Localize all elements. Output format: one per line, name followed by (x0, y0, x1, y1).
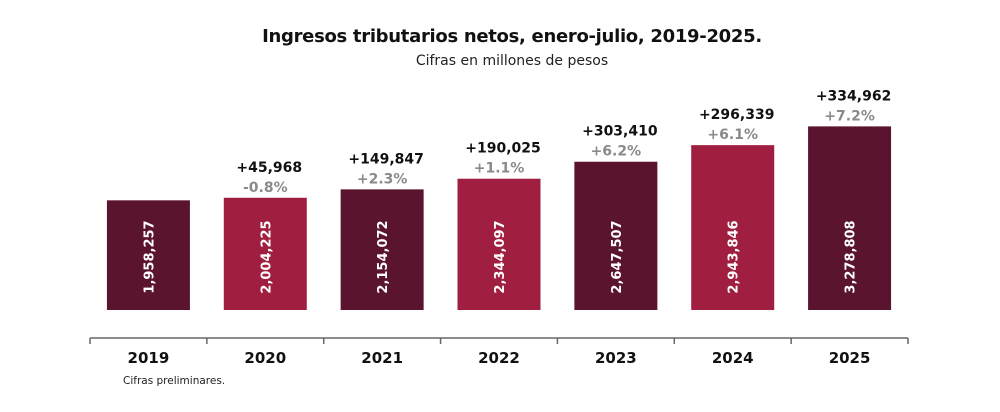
bar (691, 145, 775, 310)
diff-label: +334,962 (816, 88, 892, 104)
bar (574, 161, 658, 310)
chart-title: Ingresos tributarios netos, enero-julio,… (262, 26, 762, 47)
diff-label: +45,968 (236, 160, 302, 176)
pct-change-label: +6.2% (591, 144, 642, 160)
bar-value-label: 1,958,257 (142, 220, 157, 293)
x-tick-label: 2025 (829, 349, 871, 367)
bar-value-label: 2,154,072 (376, 220, 391, 293)
bar-value-label: 3,278,808 (844, 220, 859, 293)
pct-change-label: +2.3% (357, 171, 408, 187)
chart-subtitle: Cifras en millones de pesos (415, 53, 609, 69)
diff-label: +149,847 (348, 151, 424, 167)
bar (106, 200, 190, 310)
x-tick-label: 2023 (595, 349, 637, 367)
bar-value-label: 2,943,846 (727, 220, 742, 293)
pct-change-label: -0.8% (243, 180, 288, 196)
bar (457, 178, 541, 310)
diff-label: +190,025 (465, 141, 541, 157)
diff-label: +296,339 (699, 107, 775, 123)
bar-value-label: 2,004,225 (259, 220, 274, 293)
bar (340, 189, 424, 310)
bar-value-label: 2,344,097 (493, 220, 508, 293)
bar (808, 126, 892, 310)
bar (223, 197, 307, 310)
pct-change-label: +7.2% (824, 108, 875, 124)
diff-label: +303,410 (582, 124, 658, 140)
x-tick-label: 2021 (361, 349, 403, 367)
pct-change-label: +1.1% (474, 161, 525, 177)
footnote: Cifras preliminares. (123, 375, 226, 387)
pct-change-label: +6.1% (707, 127, 758, 143)
x-tick-label: 2022 (478, 349, 520, 367)
x-tick-label: 2019 (128, 349, 170, 367)
x-tick-label: 2024 (712, 349, 754, 367)
bar-value-label: 2,647,507 (610, 220, 625, 293)
x-tick-label: 2020 (244, 349, 286, 367)
